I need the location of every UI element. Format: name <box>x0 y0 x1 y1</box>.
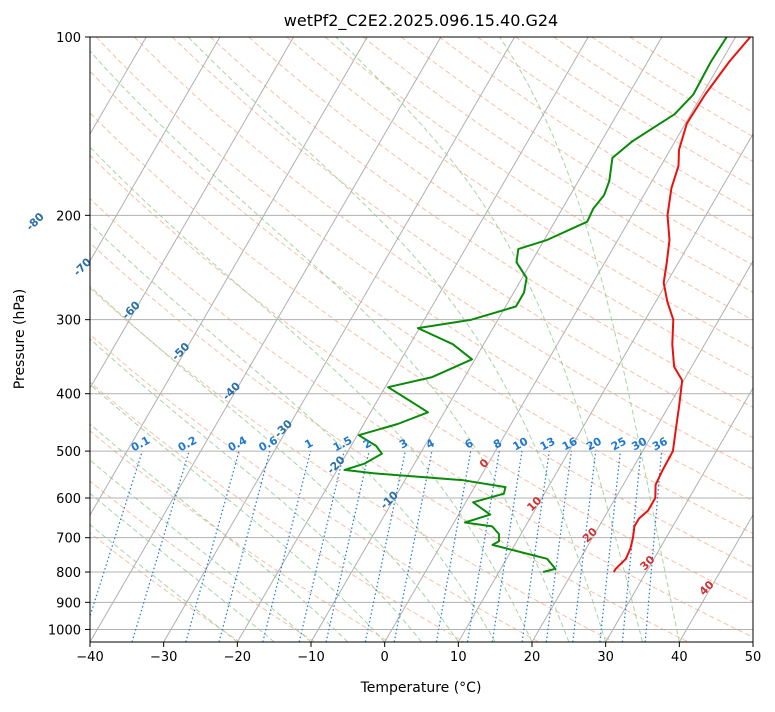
chart-title: wetPf2_C2E2.2025.096.15.40.G24 <box>284 11 558 31</box>
y-axis-label: Pressure (hPa) <box>12 289 28 389</box>
y-tick-label: 300 <box>56 314 81 329</box>
x-tick-label: 30 <box>597 650 614 665</box>
y-tick-label: 700 <box>56 532 81 547</box>
y-tick-label: 100 <box>56 31 81 46</box>
x-tick-label: 20 <box>524 650 541 665</box>
y-tick-label: 1000 <box>48 623 81 638</box>
x-axis-label: Temperature (°C) <box>360 680 482 696</box>
y-tick-label: 900 <box>56 596 81 611</box>
y-tick-label: 500 <box>56 445 81 460</box>
y-tick-label: 400 <box>56 388 81 403</box>
x-tick-label: 0 <box>381 650 389 665</box>
x-tick-label: −10 <box>297 650 324 665</box>
x-tick-label: 40 <box>671 650 688 665</box>
x-tick-label: 10 <box>450 650 467 665</box>
x-tick-label: −20 <box>224 650 251 665</box>
x-tick-label: −40 <box>76 650 103 665</box>
y-tick-label: 200 <box>56 209 81 224</box>
y-tick-label: 600 <box>56 492 81 507</box>
x-tick-label: 50 <box>745 650 762 665</box>
x-tick-label: −30 <box>150 650 177 665</box>
y-tick-label: 800 <box>56 566 81 581</box>
